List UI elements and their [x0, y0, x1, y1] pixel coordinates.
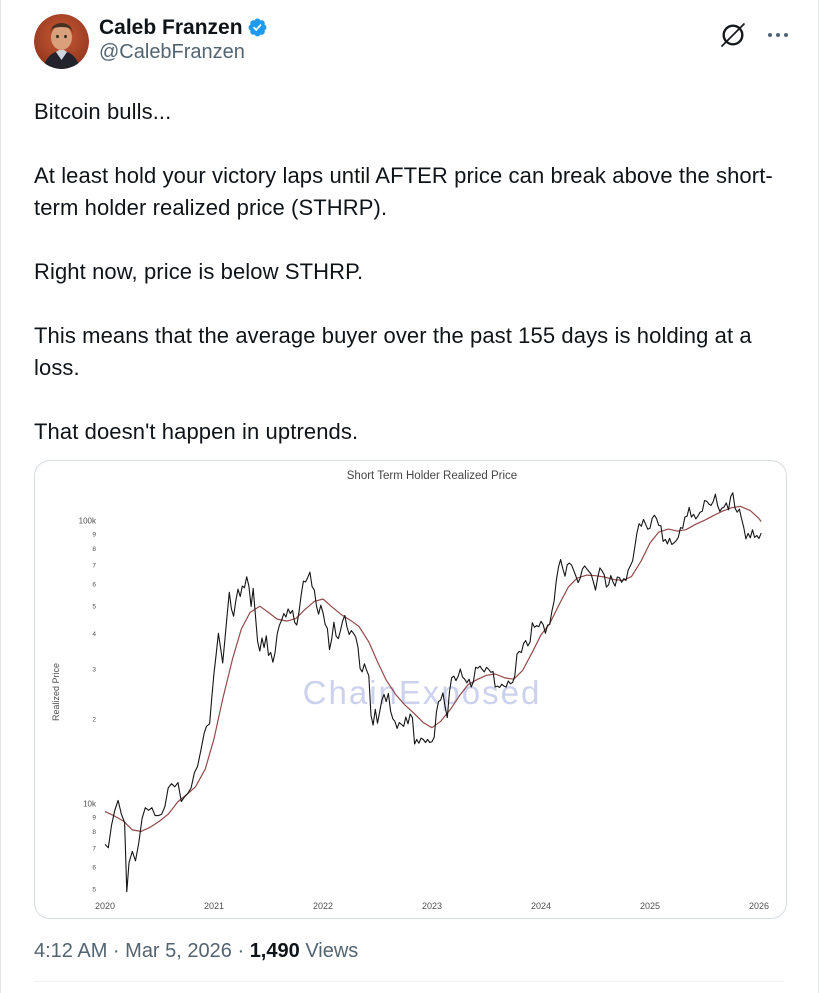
- x-tick-label: 2022: [313, 901, 333, 911]
- y-tick-label: 9: [92, 814, 96, 821]
- more-options-icon: [768, 33, 772, 37]
- views-count: 1,490: [249, 940, 300, 962]
- chart-watermark: ChainExposed: [303, 674, 542, 711]
- tweet-paragraph: This means that the average buyer over t…: [34, 323, 752, 380]
- y-tick-label: 8: [92, 546, 96, 553]
- tweet-text: Bitcoin bulls... At least hold your vict…: [1, 69, 818, 448]
- tweet-footer: 4:12 AM · Mar 5, 2026 · 1,490 Views: [1, 919, 818, 963]
- y-tick-label: 9: [92, 531, 96, 538]
- x-tick-label: 2020: [95, 901, 115, 911]
- y-tick-label: 7: [92, 845, 96, 852]
- chart-title: Short Term Holder Realized Price: [347, 470, 517, 482]
- tweet-paragraph: At least hold your victory laps until AF…: [34, 163, 773, 220]
- y-tick-label: 10k: [83, 800, 97, 809]
- x-tick-label: 2026: [749, 901, 769, 911]
- tweet-paragraph: That doesn't happen in uptrends.: [34, 419, 359, 444]
- grok-button[interactable]: [718, 20, 748, 50]
- y-tick-label: 3: [92, 666, 96, 673]
- realized-price-chart: Short Term Holder Realized Price ChainExp…: [51, 470, 769, 911]
- tweet-header: Caleb Franzen @CalebFranzen: [1, 0, 818, 69]
- y-tick-label: 2: [92, 716, 96, 723]
- y-tick-label: 5: [92, 604, 96, 611]
- avatar-image: [34, 14, 89, 69]
- more-button[interactable]: [766, 29, 790, 41]
- x-tick-label: 2024: [531, 901, 551, 911]
- series-price_line: [104, 492, 762, 893]
- y-tick-label: 6: [92, 581, 96, 588]
- series-sthrp_line: [104, 505, 762, 832]
- y-tick-label: 5: [92, 887, 96, 894]
- chart-media-card[interactable]: Short Term Holder Realized Price ChainExp…: [34, 460, 787, 919]
- avatar[interactable]: [34, 14, 89, 69]
- y-tick-label: 8: [92, 829, 96, 836]
- x-tick-label: 2023: [422, 901, 442, 911]
- grok-icon: [720, 22, 746, 48]
- verified-badge-icon: [248, 18, 267, 37]
- author-block: Caleb Franzen @CalebFranzen: [99, 14, 718, 64]
- tweet-paragraph: Right now, price is below STHRP.: [34, 259, 364, 284]
- y-tick-label: 7: [92, 562, 96, 569]
- bottom-divider: [34, 981, 785, 982]
- tweet-paragraph: Bitcoin bulls...: [34, 99, 172, 124]
- author-handle[interactable]: @CalebFranzen: [99, 41, 245, 63]
- y-tick-label: 6: [92, 864, 96, 871]
- x-tick-label: 2021: [204, 901, 224, 911]
- y-tick-label: 4: [92, 631, 96, 638]
- header-actions: [718, 14, 790, 50]
- y-axis-label: Realized Price: [51, 663, 61, 721]
- author-name[interactable]: Caleb Franzen: [99, 16, 243, 39]
- x-tick-label: 2025: [640, 901, 660, 911]
- tweet-timestamp: 4:12 AM · Mar 5, 2026: [34, 940, 232, 962]
- footer-separator: ·: [237, 940, 245, 962]
- y-tick-label: 100k: [79, 517, 97, 526]
- views-label: Views: [305, 940, 359, 962]
